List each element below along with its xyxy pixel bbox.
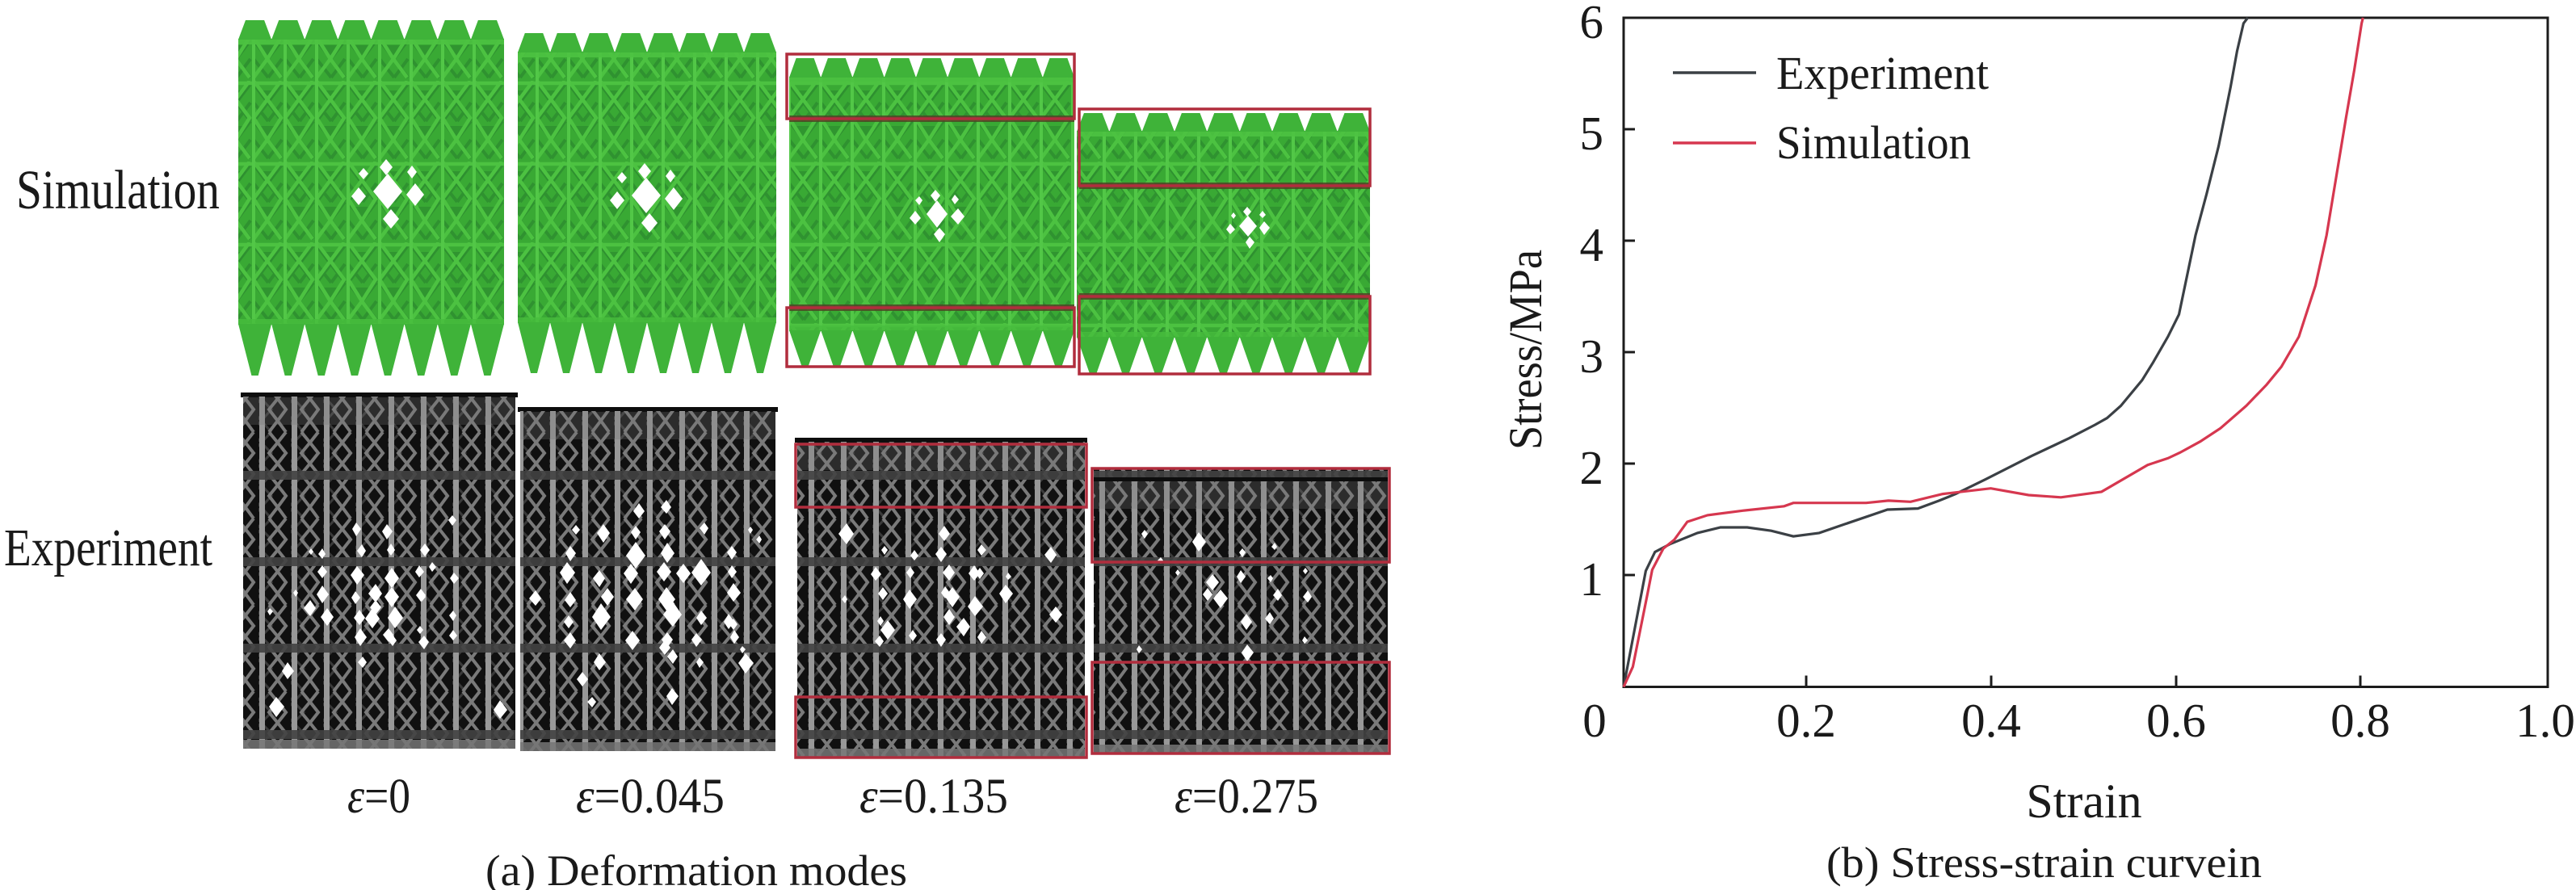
svg-text:Strain: Strain bbox=[2026, 775, 2141, 828]
svg-text:ε=0.275: ε=0.275 bbox=[1175, 770, 1318, 824]
svg-text:Stress/MPa: Stress/MPa bbox=[1499, 250, 1552, 450]
svg-text:Experiment: Experiment bbox=[1776, 47, 1989, 99]
svg-text:3: 3 bbox=[1580, 330, 1604, 383]
svg-text:ε=0.045: ε=0.045 bbox=[576, 770, 725, 824]
svg-text:0.4: 0.4 bbox=[1961, 694, 2021, 747]
svg-text:Simulation: Simulation bbox=[16, 159, 220, 220]
svg-text:4: 4 bbox=[1580, 218, 1604, 271]
svg-text:Simulation: Simulation bbox=[1776, 116, 1971, 169]
svg-text:6: 6 bbox=[1580, 0, 1604, 48]
svg-text:5: 5 bbox=[1580, 107, 1604, 160]
svg-text:0.2: 0.2 bbox=[1776, 694, 1836, 747]
svg-text:1.0: 1.0 bbox=[2515, 694, 2575, 747]
svg-text:1: 1 bbox=[1580, 552, 1604, 606]
svg-text:ε=0.135: ε=0.135 bbox=[859, 770, 1008, 824]
svg-text:2: 2 bbox=[1580, 441, 1604, 494]
svg-text:0.8: 0.8 bbox=[2330, 694, 2390, 747]
svg-text:0.6: 0.6 bbox=[2146, 694, 2206, 747]
svg-text:ε=0: ε=0 bbox=[347, 770, 410, 824]
svg-text:(b) Stress-strain curvein: (b) Stress-strain curvein bbox=[1826, 838, 2262, 887]
svg-text:0: 0 bbox=[1582, 694, 1607, 747]
svg-text:Experiment: Experiment bbox=[4, 518, 212, 577]
svg-text:(a) Deformation modes: (a) Deformation modes bbox=[485, 846, 907, 890]
